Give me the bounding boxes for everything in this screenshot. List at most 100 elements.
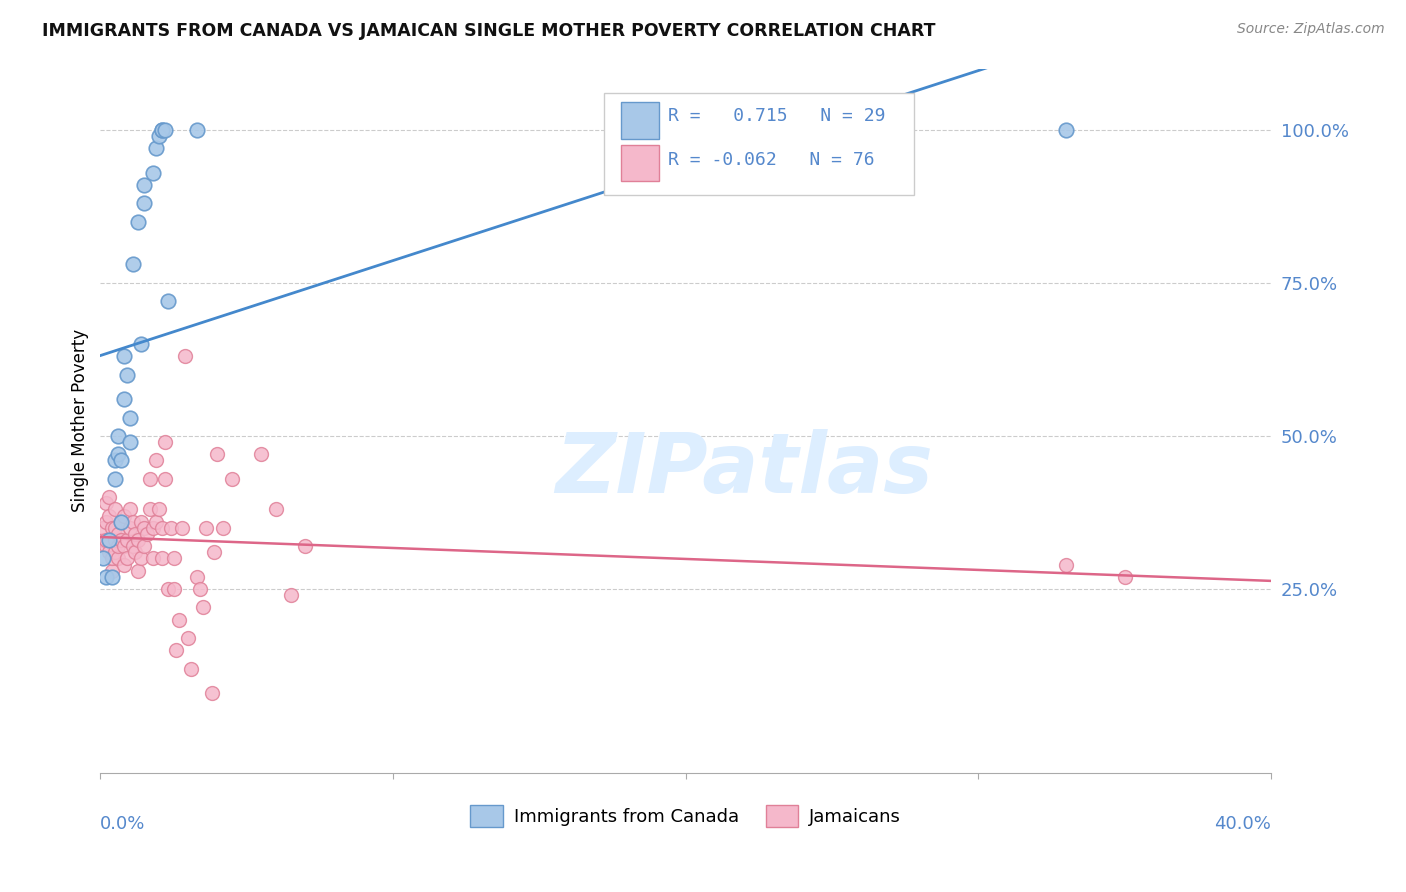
- Point: [142, 521, 165, 535]
- Point: [153, 122, 176, 136]
- Point: [104, 502, 127, 516]
- Point: [98, 490, 121, 504]
- Point: [112, 349, 135, 363]
- Point: [110, 515, 132, 529]
- Point: [104, 545, 127, 559]
- Point: [96, 539, 118, 553]
- Point: [207, 447, 229, 461]
- Point: [191, 600, 214, 615]
- Point: [107, 527, 129, 541]
- Point: [250, 447, 273, 461]
- Point: [110, 533, 132, 547]
- FancyBboxPatch shape: [603, 93, 914, 195]
- Point: [101, 551, 124, 566]
- Point: [162, 551, 184, 566]
- Point: [204, 545, 226, 559]
- Text: 40.0%: 40.0%: [1215, 815, 1271, 833]
- Point: [150, 551, 173, 566]
- Point: [188, 582, 211, 596]
- Point: [145, 141, 167, 155]
- Point: [145, 515, 167, 529]
- Point: [139, 472, 162, 486]
- Point: [145, 453, 167, 467]
- Point: [98, 508, 121, 523]
- Point: [107, 539, 129, 553]
- Point: [264, 502, 287, 516]
- Point: [200, 686, 222, 700]
- Point: [115, 551, 138, 566]
- Text: ZIPatlas: ZIPatlas: [555, 429, 934, 510]
- Point: [177, 631, 200, 645]
- Point: [150, 521, 173, 535]
- Point: [107, 447, 129, 461]
- Point: [131, 551, 153, 566]
- Point: [124, 545, 146, 559]
- Point: [134, 539, 156, 553]
- Point: [104, 472, 127, 486]
- Point: [1054, 122, 1077, 136]
- Point: [186, 570, 208, 584]
- Point: [101, 564, 124, 578]
- Point: [134, 196, 156, 211]
- Point: [115, 368, 138, 382]
- Point: [98, 533, 121, 547]
- Point: [112, 392, 135, 407]
- Point: [131, 337, 153, 351]
- Point: [169, 613, 191, 627]
- Point: [118, 521, 141, 535]
- Point: [127, 214, 149, 228]
- Point: [121, 515, 143, 529]
- Point: [112, 508, 135, 523]
- Point: [121, 257, 143, 271]
- Point: [162, 582, 184, 596]
- Point: [159, 521, 181, 535]
- Point: [118, 410, 141, 425]
- Point: [142, 166, 165, 180]
- Point: [110, 515, 132, 529]
- Point: [101, 570, 124, 584]
- Point: [127, 533, 149, 547]
- Point: [112, 558, 135, 572]
- Point: [131, 515, 153, 529]
- Point: [104, 533, 127, 547]
- Point: [112, 539, 135, 553]
- Point: [174, 349, 197, 363]
- Point: [91, 533, 114, 547]
- Point: [156, 294, 179, 309]
- Point: [110, 453, 132, 467]
- Point: [96, 533, 118, 547]
- Point: [180, 662, 202, 676]
- Point: [91, 521, 114, 535]
- Point: [212, 521, 235, 535]
- Point: [221, 472, 243, 486]
- Point: [134, 178, 156, 192]
- Point: [165, 643, 187, 657]
- Text: 0.0%: 0.0%: [100, 815, 146, 833]
- Point: [139, 502, 162, 516]
- Text: R =   0.715   N = 29: R = 0.715 N = 29: [668, 107, 886, 126]
- Point: [121, 539, 143, 553]
- Text: Source: ZipAtlas.com: Source: ZipAtlas.com: [1237, 22, 1385, 37]
- Point: [150, 122, 173, 136]
- Point: [127, 564, 149, 578]
- Point: [280, 588, 302, 602]
- Point: [96, 515, 118, 529]
- Point: [153, 435, 176, 450]
- Point: [101, 521, 124, 535]
- Point: [134, 521, 156, 535]
- Y-axis label: Single Mother Poverty: Single Mother Poverty: [72, 329, 89, 512]
- Point: [118, 502, 141, 516]
- Point: [142, 551, 165, 566]
- Point: [91, 551, 114, 566]
- Text: R = -0.062   N = 76: R = -0.062 N = 76: [668, 151, 875, 169]
- Point: [148, 502, 170, 516]
- Point: [98, 533, 121, 547]
- Point: [98, 545, 121, 559]
- Point: [1054, 558, 1077, 572]
- FancyBboxPatch shape: [621, 145, 659, 181]
- Point: [136, 527, 159, 541]
- Point: [1114, 570, 1136, 584]
- Point: [148, 128, 170, 143]
- Point: [153, 472, 176, 486]
- FancyBboxPatch shape: [621, 103, 659, 139]
